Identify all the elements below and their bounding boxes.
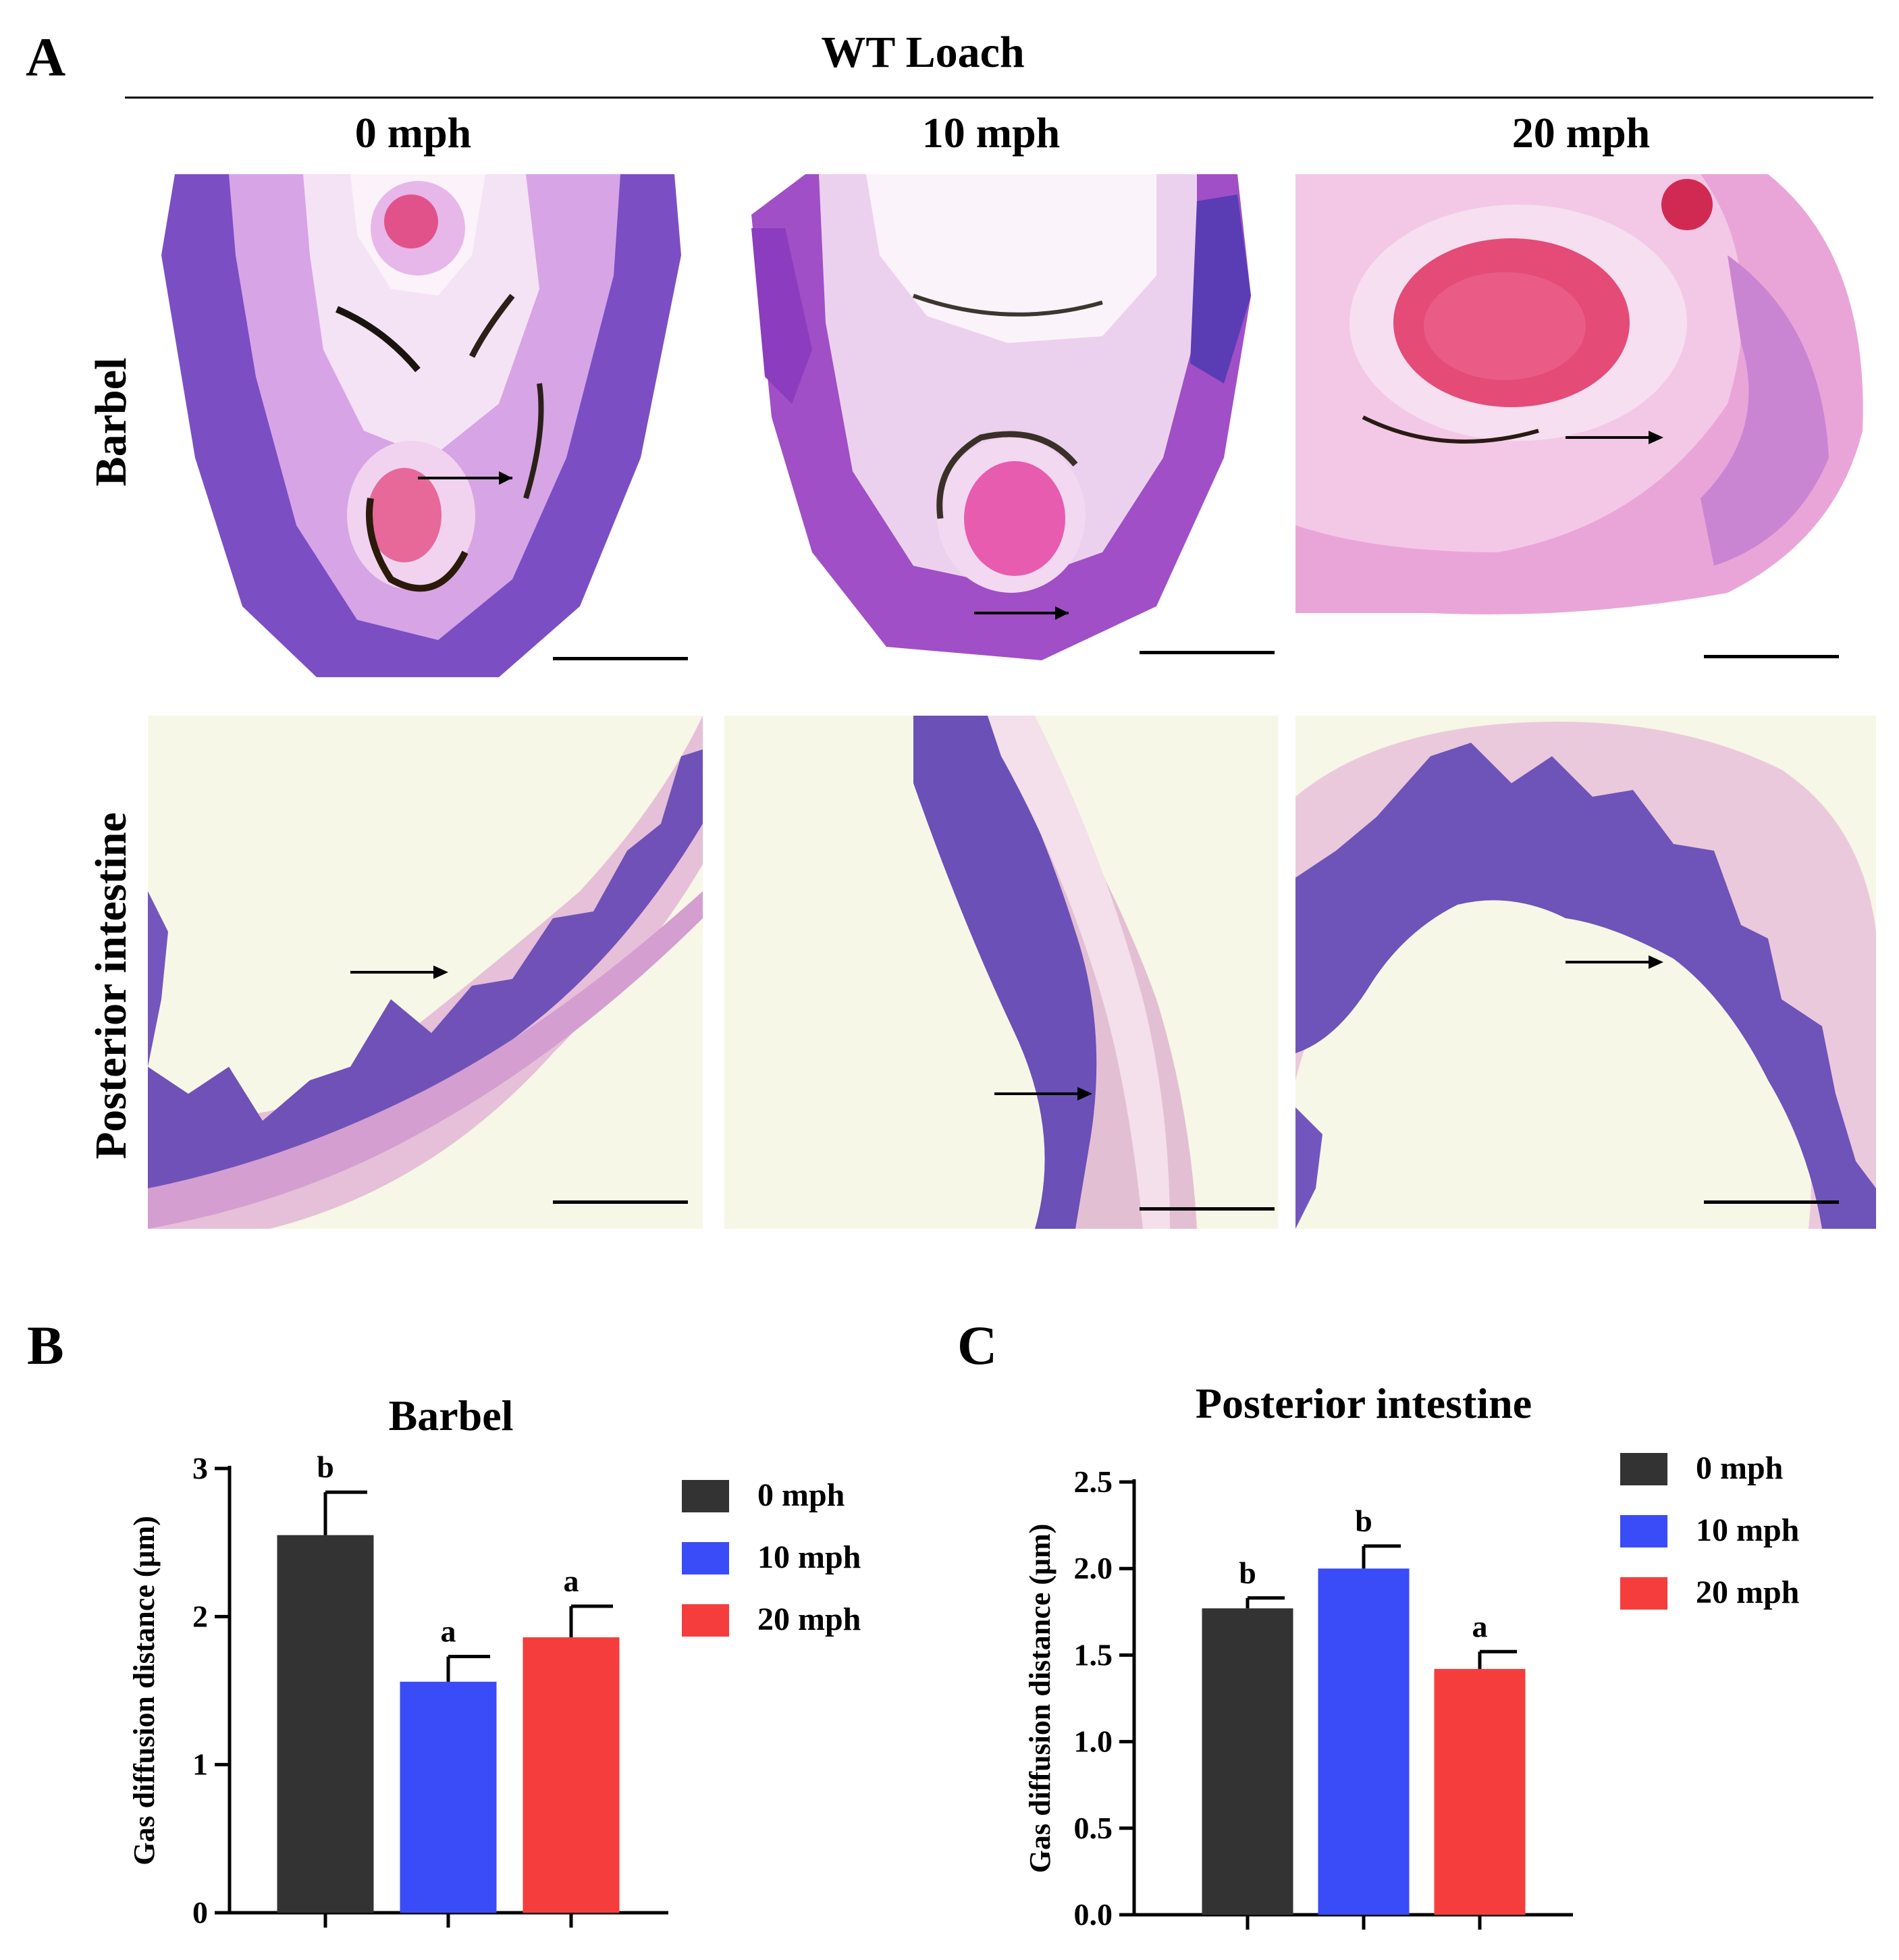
y-tick-label: 3 — [192, 1451, 208, 1485]
significance-letter-2: a — [564, 1564, 579, 1598]
row-label-barbel: Barbel — [86, 357, 136, 487]
significance-letter-0: b — [317, 1450, 334, 1484]
y-tick-label: 0.5 — [1074, 1811, 1113, 1845]
legend-swatch-0 — [682, 1480, 729, 1512]
significance-letter-1: a — [441, 1614, 456, 1649]
legend-label-0: 0 mph — [1696, 1450, 1783, 1486]
legend-label-2: 20 mph — [1696, 1574, 1799, 1610]
y-tick-label: 0 — [192, 1895, 208, 1930]
bar-1 — [400, 1681, 497, 1913]
significance-letter-1: b — [1355, 1504, 1372, 1538]
row-label-posterior-intestine: Posterior intestine — [86, 812, 136, 1159]
bar-2 — [1434, 1668, 1526, 1915]
bar-0 — [277, 1535, 374, 1913]
legend-label-1: 10 mph — [757, 1539, 861, 1575]
panel-b-letter: B — [27, 1315, 64, 1376]
y-tick-label: 0.0 — [1074, 1897, 1113, 1932]
legend-swatch-0 — [1620, 1453, 1667, 1485]
bar-1 — [1318, 1568, 1410, 1915]
column-label-10mph: 10 mph — [921, 109, 1061, 157]
group-rule — [125, 97, 1873, 99]
bar-2 — [523, 1637, 620, 1913]
y-tick-label: 2.0 — [1074, 1551, 1113, 1585]
group-title: WT Loach — [821, 28, 1025, 77]
chart-title: Posterior intestine — [1196, 1379, 1532, 1427]
micrograph-intestine-20mph — [1295, 716, 1876, 1229]
chart-title: Barbel — [389, 1392, 514, 1439]
legend-swatch-2 — [682, 1604, 729, 1637]
legend-swatch-2 — [1620, 1577, 1667, 1610]
y-tick-label: 2.5 — [1074, 1464, 1113, 1499]
y-axis-label: Gas diffusion distance (μm) — [128, 1516, 161, 1865]
panel-a-letter: A — [26, 26, 66, 88]
legend-swatch-1 — [682, 1542, 729, 1574]
column-label-20mph: 20 mph — [1512, 109, 1651, 157]
micrograph-barbel-10mph — [724, 174, 1278, 660]
significance-letter-2: a — [1472, 1609, 1488, 1643]
column-label-0mph: 0 mph — [354, 109, 472, 157]
y-axis-label: Gas diffusion distance (μm) — [1023, 1524, 1057, 1874]
y-tick-label: 1 — [192, 1747, 208, 1782]
panel-c-letter: C — [957, 1315, 998, 1376]
y-tick-label: 2 — [192, 1599, 208, 1633]
legend-swatch-1 — [1620, 1515, 1667, 1547]
bar-0 — [1202, 1608, 1293, 1915]
bar-chart-barbel: Barbel Gas diffusion distance (μm) 0 1 2 3 b a a… — [128, 1392, 861, 1930]
legend-label-2: 20 mph — [757, 1601, 861, 1637]
legend-label-0: 0 mph — [757, 1477, 845, 1513]
micrograph-intestine-0mph — [148, 716, 703, 1229]
legend-label-1: 10 mph — [1696, 1512, 1799, 1548]
micrograph-intestine-10mph — [724, 716, 1278, 1229]
y-tick-label: 1.0 — [1074, 1724, 1113, 1759]
micrograph-barbel-20mph — [1295, 174, 1876, 660]
significance-letter-0: b — [1239, 1556, 1256, 1590]
bar-chart-posterior-intestine: Posterior intestine Gas diffusion distanc… — [1023, 1379, 1799, 1932]
y-tick-label: 1.5 — [1074, 1637, 1113, 1672]
micrograph-barbel-0mph — [148, 174, 703, 677]
